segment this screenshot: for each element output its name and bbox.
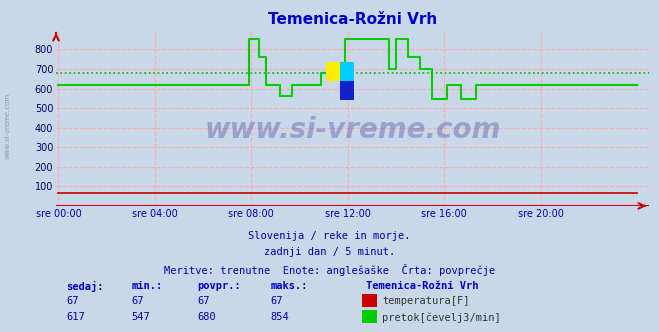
Text: sedaj:: sedaj:	[66, 281, 103, 291]
Text: maks.:: maks.:	[270, 281, 308, 290]
Text: 67: 67	[270, 296, 283, 306]
Text: www.si-vreme.com: www.si-vreme.com	[204, 116, 501, 144]
Text: 680: 680	[198, 312, 216, 322]
Text: Meritve: trenutne  Enote: anglešaške  Črta: povprečje: Meritve: trenutne Enote: anglešaške Črta…	[164, 264, 495, 276]
Title: Temenica-Rožni Vrh: Temenica-Rožni Vrh	[268, 12, 437, 27]
Text: 547: 547	[132, 312, 150, 322]
Text: pretok[čevelj3/min]: pretok[čevelj3/min]	[382, 312, 501, 323]
Text: www.si-vreme.com: www.si-vreme.com	[5, 93, 11, 159]
Text: 67: 67	[132, 296, 144, 306]
Text: Temenica-Rožni Vrh: Temenica-Rožni Vrh	[366, 281, 478, 290]
Text: povpr.:: povpr.:	[198, 281, 241, 290]
Text: 617: 617	[66, 312, 84, 322]
Text: temperatura[F]: temperatura[F]	[382, 296, 470, 306]
Text: 854: 854	[270, 312, 289, 322]
Text: 67: 67	[198, 296, 210, 306]
Text: Slovenija / reke in morje.: Slovenija / reke in morje.	[248, 231, 411, 241]
Text: min.:: min.:	[132, 281, 163, 290]
Text: 67: 67	[66, 296, 78, 306]
Text: zadnji dan / 5 minut.: zadnji dan / 5 minut.	[264, 247, 395, 257]
